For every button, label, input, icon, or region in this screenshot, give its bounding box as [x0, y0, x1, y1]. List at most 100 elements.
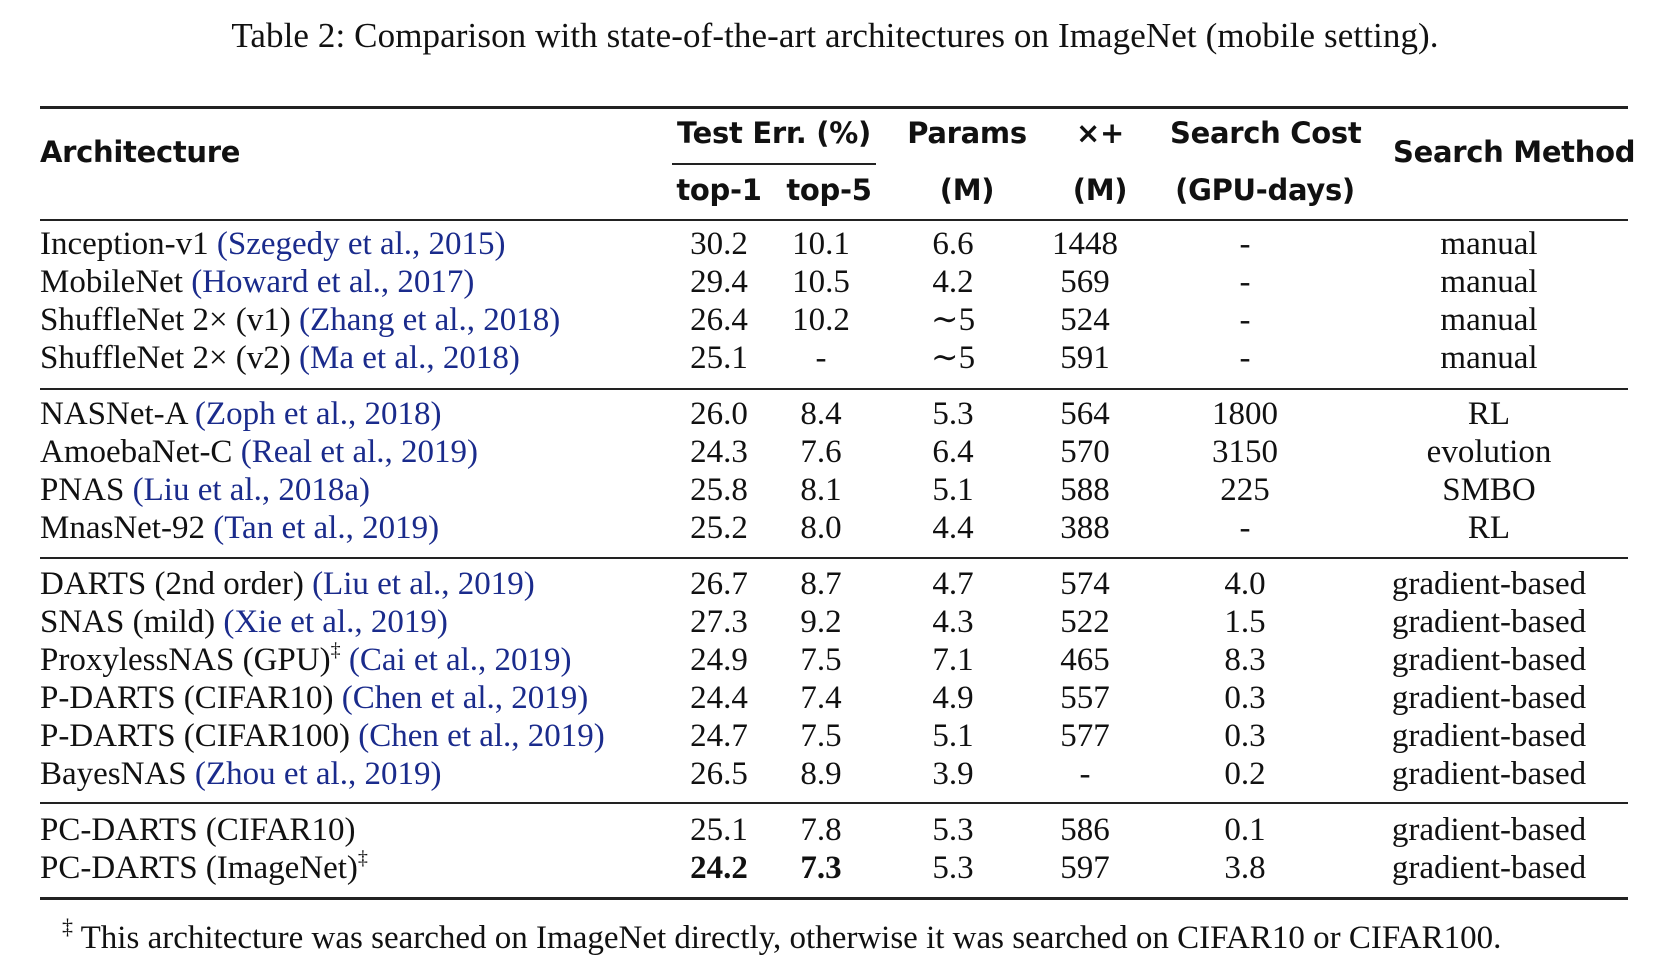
architecture-cell: DARTS (2nd order) (Liu et al., 2019) [40, 565, 672, 603]
header-architecture: Architecture [40, 135, 241, 169]
ops-cell: 570 [1060, 434, 1110, 470]
ops-cell: 577 [1060, 718, 1110, 754]
method-cell: SMBO [1442, 472, 1536, 508]
method-cell: gradient-based [1391, 812, 1587, 848]
header-search-cost: Search Cost [1170, 116, 1362, 150]
params-cell: 4.2 [932, 264, 974, 300]
architecture-cell: P-DARTS (CIFAR100) (Chen et al., 2019) [40, 717, 672, 755]
architecture-cell: MobileNet (Howard et al., 2017) [40, 263, 672, 301]
ops-cell: 588 [1060, 472, 1110, 508]
method-cell: gradient-based [1391, 850, 1587, 886]
ops-cell: 564 [1060, 396, 1110, 432]
architecture-name: P-DARTS (CIFAR100) [40, 718, 359, 754]
citation-link[interactable]: (Howard et al., 2017) [191, 264, 475, 300]
method-cell: RL [1467, 396, 1511, 432]
top1-cell: 27.3 [690, 604, 748, 640]
params-cell: 4.7 [932, 566, 974, 602]
header-params-unit: (M) [939, 173, 995, 207]
architecture-name: DARTS (2nd order) [40, 566, 313, 602]
cost-cell: - [1239, 226, 1251, 262]
top5-cell: 8.1 [800, 472, 842, 508]
results-table: Inception-v1 (Szegedy et al., 2015) 30.2 1… [40, 225, 1628, 887]
top5-cell: - [815, 340, 827, 376]
method-cell: manual [1440, 302, 1538, 338]
cost-cell: 0.1 [1224, 812, 1266, 848]
architecture-name: MobileNet [40, 264, 192, 300]
citation-link[interactable]: (Zhou et al., 2019) [194, 756, 442, 792]
citation-link[interactable]: (Liu et al., 2018a) [132, 472, 370, 508]
ops-cell: 591 [1060, 340, 1110, 376]
top1-cell: 24.2 [690, 850, 748, 886]
ops-cell: 1448 [1052, 226, 1118, 262]
architecture-cell: ShuffleNet 2× (v1) (Zhang et al., 2018) [40, 301, 672, 339]
cost-cell: 3.8 [1224, 850, 1266, 886]
architecture-cell: ShuffleNet 2× (v2) (Ma et al., 2018) [40, 339, 672, 377]
citation-link[interactable]: (Tan et al., 2019) [213, 510, 440, 546]
table-row: ShuffleNet 2× (v2) (Ma et al., 2018) 25.1… [40, 339, 1628, 377]
top5-cell: 8.0 [800, 510, 842, 546]
citation-link[interactable]: (Zoph et al., 2018) [194, 396, 442, 432]
header-search-cost-unit: (GPU-days) [1175, 173, 1355, 207]
ops-cell: 597 [1060, 850, 1110, 886]
architecture-name: NASNet-A [40, 396, 195, 432]
params-cell: 5.3 [932, 396, 974, 432]
table-row: ProxylessNAS (GPU)‡ (Cai et al., 2019) 24… [40, 640, 1628, 679]
top5-cell: 8.7 [800, 566, 842, 602]
top5-cell: 8.4 [800, 396, 842, 432]
architecture-name: ShuffleNet 2× (v2) [40, 340, 300, 376]
params-cell: 6.6 [932, 226, 974, 262]
top1-cell: 24.3 [690, 434, 748, 470]
footnote-mark: ‡ [62, 914, 73, 939]
architecture-cell: NASNet-A (Zoph et al., 2018) [40, 395, 672, 433]
citation-link[interactable]: (Real et al., 2019) [240, 434, 479, 470]
params-cell: ∼5 [930, 302, 976, 338]
group-rule-1 [40, 388, 1628, 390]
header-test-err: Test Err. (%) [677, 116, 871, 150]
ops-cell: 465 [1060, 642, 1110, 678]
table-row: PNAS (Liu et al., 2018a) 25.8 8.1 5.1 588 225… [40, 471, 1628, 509]
method-cell: manual [1440, 226, 1538, 262]
citation-link[interactable]: (Liu et al., 2019) [312, 566, 535, 602]
top5-cell: 7.8 [800, 812, 842, 848]
architecture-name: PC-DARTS (ImageNet) [40, 850, 358, 886]
params-cell: 5.1 [932, 718, 974, 754]
method-cell: gradient-based [1391, 566, 1587, 602]
footnote: ‡ This architecture was searched on Imag… [62, 916, 1501, 957]
architecture-name: Inception-v1 [40, 226, 217, 262]
ops-cell: - [1079, 756, 1091, 792]
params-cell: 4.9 [932, 680, 974, 716]
architecture-name: ShuffleNet 2× (v1) [40, 302, 300, 338]
top5-cell: 8.9 [800, 756, 842, 792]
cost-cell: - [1239, 264, 1251, 300]
group-rule-3 [40, 802, 1628, 804]
params-cell: ∼5 [930, 340, 976, 376]
citation-link[interactable]: (Chen et al., 2019) [358, 718, 605, 754]
citation-link[interactable]: (Szegedy et al., 2015) [216, 226, 506, 262]
cost-cell: 1.5 [1224, 604, 1266, 640]
header-search-method: Search Method [1393, 135, 1636, 169]
top5-cell: 10.1 [792, 226, 850, 262]
top1-cell: 25.1 [690, 812, 748, 848]
architecture-cell: PC-DARTS (ImageNet)‡ [40, 848, 672, 887]
citation-link[interactable]: (Cai et al., 2019) [348, 642, 572, 678]
params-cell: 5.3 [932, 812, 974, 848]
method-cell: gradient-based [1391, 718, 1587, 754]
cost-cell: - [1239, 302, 1251, 338]
top1-cell: 24.9 [690, 642, 748, 678]
method-cell: evolution [1426, 434, 1552, 470]
top5-cell: 7.3 [800, 850, 842, 886]
top-rule [40, 106, 1628, 109]
cost-cell: 0.2 [1224, 756, 1266, 792]
table-row: PC-DARTS (ImageNet)‡ 24.2 7.3 5.3 597 3.8 grad… [40, 848, 1628, 887]
citation-link[interactable]: (Chen et al., 2019) [341, 680, 589, 716]
header-top5: top-5 [786, 173, 872, 207]
citation-link[interactable]: (Xie et al., 2019) [223, 604, 448, 640]
top1-cell: 26.5 [690, 756, 748, 792]
citation-link[interactable]: (Zhang et al., 2018) [299, 302, 561, 338]
citation-link[interactable]: (Ma et al., 2018) [299, 340, 520, 376]
header-multadds-unit: (M) [1072, 173, 1128, 207]
table-row: NASNet-A (Zoph et al., 2018) 26.0 8.4 5.3 56… [40, 395, 1628, 433]
table-caption: Table 2: Comparison with state-of-the-ar… [231, 16, 1439, 55]
architecture-cell: SNAS (mild) (Xie et al., 2019) [40, 603, 672, 641]
group-separator [40, 793, 1628, 811]
